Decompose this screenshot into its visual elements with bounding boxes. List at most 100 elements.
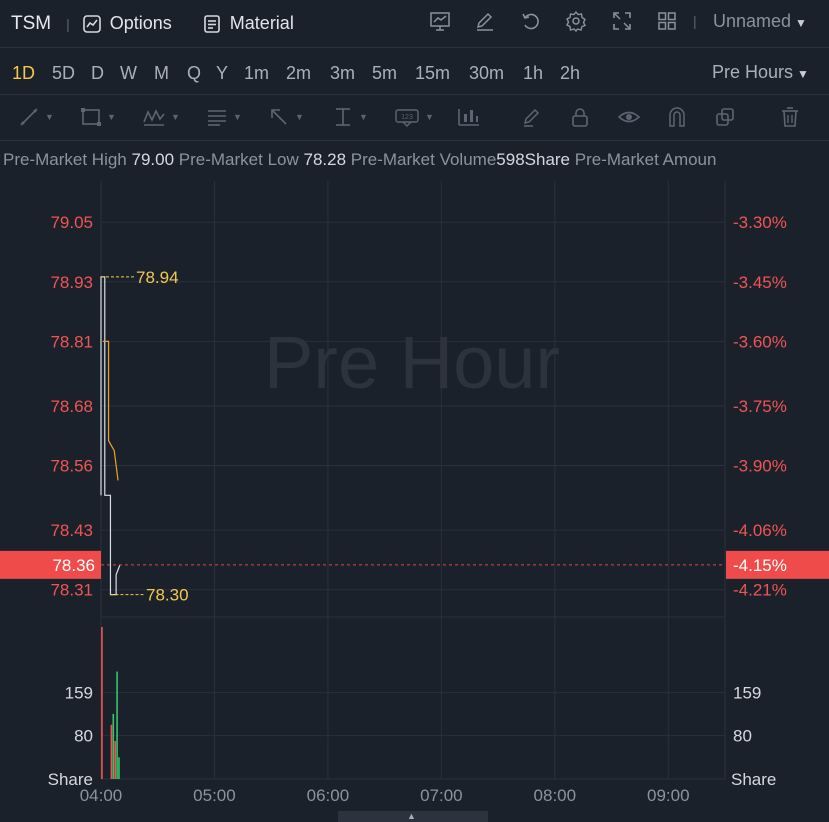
brush-icon[interactable] bbox=[521, 106, 543, 128]
current-price-badge bbox=[0, 550, 101, 579]
top-icon-group bbox=[428, 9, 700, 33]
x-tick-label: 06:00 bbox=[307, 786, 350, 805]
drawing-toolbar: ▼ ▼ ▼ ▼ ▼ ▼ 123 ▼ bbox=[0, 95, 829, 141]
interval-bar: 1D 5D D W M Q Y 1m 2m 3m 5m 15m 30m 1h 2h Pre Hours ▼ bbox=[0, 48, 829, 95]
chart-series bbox=[0, 276, 829, 596]
price-tick-label: 78.31 bbox=[50, 581, 93, 600]
indicator-icon[interactable] bbox=[457, 106, 481, 128]
current-price-label: 78.36 bbox=[52, 556, 95, 575]
low-marker-label: 78.30 bbox=[146, 586, 189, 605]
interval-1d[interactable]: 1D bbox=[12, 63, 36, 83]
x-tick-label: 07:00 bbox=[420, 786, 463, 805]
premarket-volume-value: 598Share bbox=[496, 150, 571, 169]
interval-30m[interactable]: 30m bbox=[469, 63, 505, 83]
interval-2m[interactable]: 2m bbox=[286, 63, 312, 83]
volume-tick-label: 159 bbox=[65, 684, 93, 703]
interval-15m[interactable]: 15m bbox=[415, 63, 451, 83]
toolbar-separator-right: | bbox=[693, 13, 697, 29]
caret-down-icon: ▼ bbox=[795, 16, 807, 30]
trend-line-icon[interactable]: ▼ bbox=[18, 106, 54, 128]
volume-bar bbox=[116, 671, 118, 779]
interval-3m[interactable]: 3m bbox=[330, 63, 356, 83]
layout-grid-icon[interactable] bbox=[655, 9, 679, 33]
premarket-low-label: Pre-Market Low bbox=[178, 150, 299, 169]
copy-icon[interactable] bbox=[714, 106, 736, 128]
interval-5d[interactable]: 5D bbox=[52, 63, 76, 83]
caret-down-icon: ▼ bbox=[797, 67, 809, 81]
refresh-icon[interactable] bbox=[519, 9, 543, 33]
chevron-up-icon: ▲ bbox=[407, 811, 416, 821]
premarket-low-value: 78.28 bbox=[303, 150, 347, 169]
svg-text:123: 123 bbox=[401, 114, 413, 121]
current-percent-label: -4.15% bbox=[733, 556, 787, 575]
fib-icon[interactable]: ▼ bbox=[208, 110, 242, 126]
volume-bar bbox=[112, 713, 115, 779]
percent-tick-label: -4.21% bbox=[733, 581, 787, 600]
top-toolbar: TSM | Options Material | Unnamed ▼ bbox=[0, 0, 829, 48]
premarket-amount-label: Pre-Market Amoun bbox=[574, 150, 717, 169]
premarket-volume-label: Pre-Market Volume bbox=[350, 150, 497, 169]
percent-tick-label: -4.06% bbox=[733, 521, 787, 540]
rectangle-icon[interactable]: ▼ bbox=[80, 106, 116, 128]
material-doc-icon bbox=[203, 14, 220, 33]
price-tick-label: 78.56 bbox=[50, 457, 93, 476]
premarket-info: Pre-Market High 79.00 Pre-Market Low 78.… bbox=[3, 150, 716, 170]
volume-bar bbox=[110, 724, 113, 779]
pattern-icon[interactable]: ▼ bbox=[142, 106, 180, 128]
high-marker-label: 78.94 bbox=[136, 268, 179, 287]
chart-watermark: Pre Hour bbox=[264, 321, 560, 404]
percent-tick-label: -3.60% bbox=[733, 332, 787, 351]
price-tick-label: 78.43 bbox=[50, 521, 93, 540]
volume-tick-label-right: 80 bbox=[733, 727, 752, 746]
lock-icon[interactable] bbox=[569, 106, 591, 128]
arrow-icon[interactable]: ▼ bbox=[268, 106, 304, 128]
volume-tick-label: 80 bbox=[74, 727, 93, 746]
symbol-label[interactable]: TSM bbox=[11, 12, 52, 34]
eye-icon[interactable] bbox=[617, 106, 641, 128]
interval-5m[interactable]: 5m bbox=[372, 63, 398, 83]
material-button[interactable]: Material bbox=[202, 13, 294, 34]
current-percent-badge bbox=[726, 550, 829, 579]
x-tick-label: 09:00 bbox=[647, 786, 690, 805]
volume-bar bbox=[101, 627, 103, 779]
interval-q[interactable]: Q bbox=[187, 63, 202, 83]
measure-icon[interactable]: ▼ bbox=[336, 108, 368, 126]
session-dropdown[interactable]: Pre Hours ▼ bbox=[712, 62, 809, 83]
price-label-icon[interactable]: 123 ▼ bbox=[394, 106, 434, 128]
options-chart-icon bbox=[82, 14, 101, 33]
options-button[interactable]: Options bbox=[82, 13, 172, 34]
pen-edit-icon[interactable] bbox=[473, 9, 497, 33]
material-label: Material bbox=[229, 13, 294, 33]
volume-bar bbox=[118, 757, 120, 779]
percent-tick-label: -3.45% bbox=[733, 273, 787, 292]
layout-name-label: Unnamed bbox=[713, 11, 792, 31]
premarket-high-value: 79.00 bbox=[131, 150, 175, 169]
percent-tick-label: -3.90% bbox=[733, 457, 787, 476]
interval-w[interactable]: W bbox=[120, 63, 137, 83]
price-line bbox=[100, 276, 121, 596]
premarket-high-label: Pre-Market High bbox=[3, 150, 127, 169]
chart-grid bbox=[100, 181, 726, 780]
chart-icon[interactable] bbox=[428, 9, 452, 33]
volume-unit-label: Share bbox=[48, 770, 93, 789]
x-tick-label: 05:00 bbox=[193, 786, 236, 805]
interval-2h[interactable]: 2h bbox=[560, 63, 581, 83]
percent-tick-label: -3.30% bbox=[733, 213, 787, 232]
trash-icon[interactable] bbox=[779, 106, 801, 128]
interval-d[interactable]: D bbox=[91, 63, 104, 83]
layout-name-dropdown[interactable]: Unnamed ▼ bbox=[713, 11, 807, 32]
volume-bars bbox=[101, 627, 120, 779]
interval-1m[interactable]: 1m bbox=[244, 63, 270, 83]
toolbar-separator: | bbox=[66, 15, 70, 32]
panel-resize-handle[interactable]: ▲ bbox=[338, 811, 488, 822]
interval-y[interactable]: Y bbox=[216, 63, 229, 83]
volume-bar bbox=[114, 741, 116, 779]
interval-1h[interactable]: 1h bbox=[523, 63, 544, 83]
magnet-icon[interactable] bbox=[666, 106, 688, 128]
percent-tick-label: -3.75% bbox=[733, 397, 787, 416]
interval-m[interactable]: M bbox=[154, 63, 169, 83]
fullscreen-icon[interactable] bbox=[610, 9, 634, 33]
gear-icon[interactable] bbox=[564, 9, 588, 33]
volume-unit-label-right: Share bbox=[731, 770, 776, 789]
